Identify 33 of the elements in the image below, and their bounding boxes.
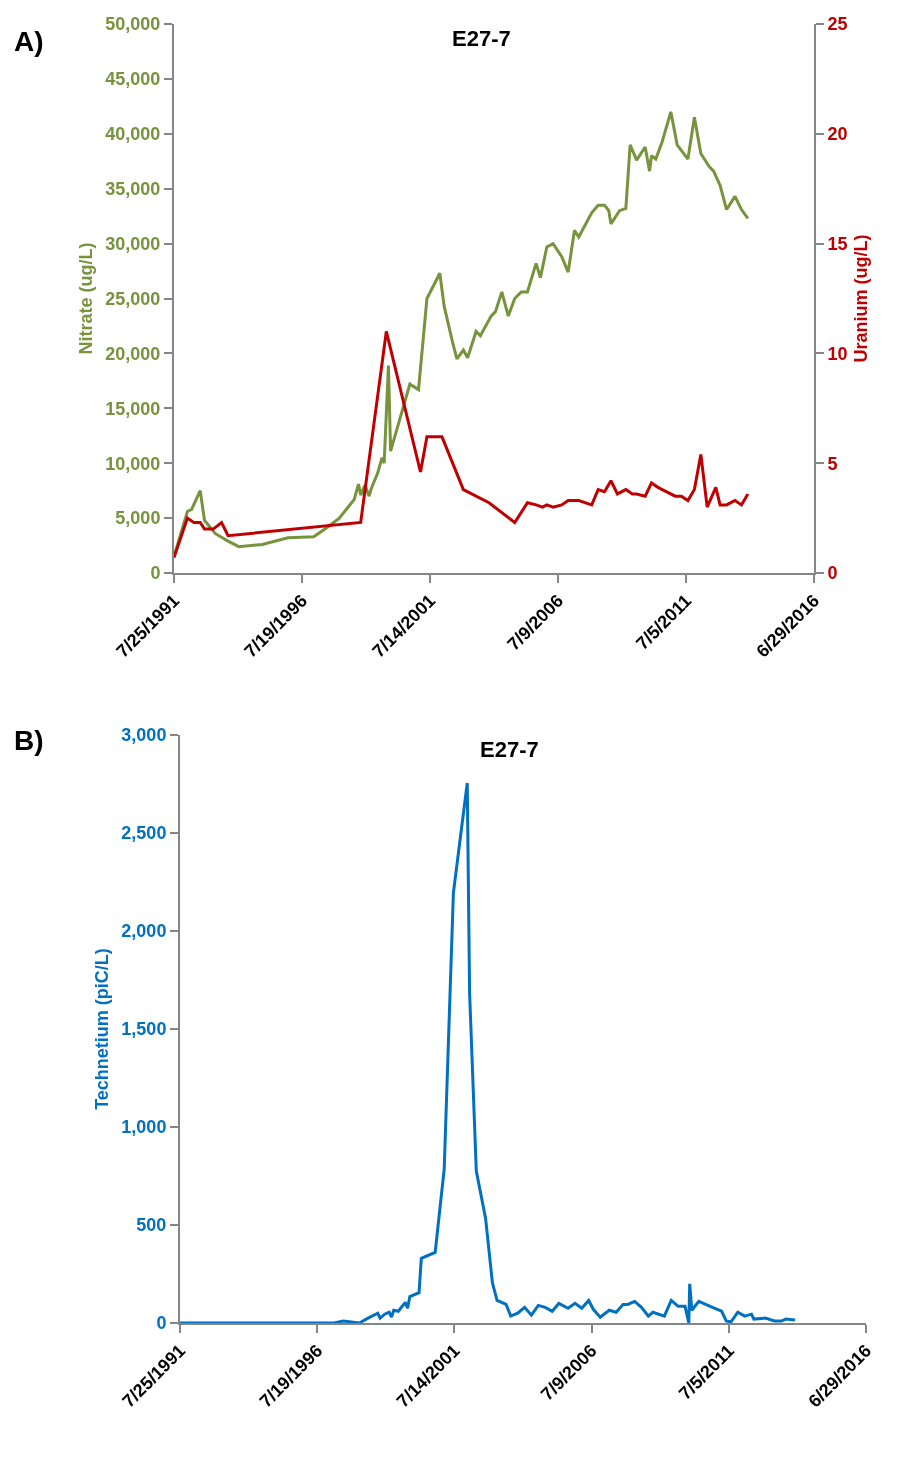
y2-tick-label: 10 — [827, 343, 848, 364]
y-tick-label: 50,000 — [105, 14, 161, 35]
y-tick-label: 3,000 — [121, 725, 167, 746]
text: B) — [14, 725, 44, 756]
chart-title: E27-7 — [480, 737, 539, 762]
y-tick-label: 20,000 — [105, 343, 161, 364]
line-series — [174, 329, 750, 560]
y-tick-label: 10,000 — [105, 453, 161, 474]
y-tick-label: 0 — [150, 563, 161, 584]
y2-tick-label: 20 — [827, 124, 848, 145]
y-tick-label: 5,000 — [115, 508, 161, 529]
y-tick-label: 2,500 — [121, 823, 167, 844]
y-tick-label: 500 — [136, 1215, 167, 1236]
chart-title: E27-7 — [452, 26, 511, 51]
y2-tick-label: 15 — [827, 233, 848, 254]
y-tick-label: 25,000 — [105, 288, 161, 309]
y-tick-label: 30,000 — [105, 233, 161, 254]
y-tick-label: 35,000 — [105, 179, 161, 199]
y2-tick-label: 25 — [827, 14, 848, 35]
line-series — [180, 781, 797, 1323]
y-tick-label: 15,000 — [105, 398, 161, 419]
y2-tick-label: 5 — [827, 453, 838, 474]
y-tick-label: 1,500 — [121, 1019, 167, 1040]
y-tick-label: 40,000 — [105, 124, 161, 145]
y-tick-label: 45,000 — [105, 69, 161, 90]
y2-axis-title: Uranium (ug/L) — [851, 234, 872, 363]
text: A) — [14, 26, 44, 57]
y-tick-label: 0 — [156, 1313, 167, 1334]
y-axis-title: Nitrate (ug/L) — [76, 242, 97, 355]
y-tick-label: 2,000 — [121, 921, 167, 942]
y-axis-title: Technetium (piC/L) — [92, 948, 113, 1110]
y-tick-label: 1,000 — [121, 1117, 167, 1138]
y2-tick-label: 0 — [827, 563, 838, 584]
